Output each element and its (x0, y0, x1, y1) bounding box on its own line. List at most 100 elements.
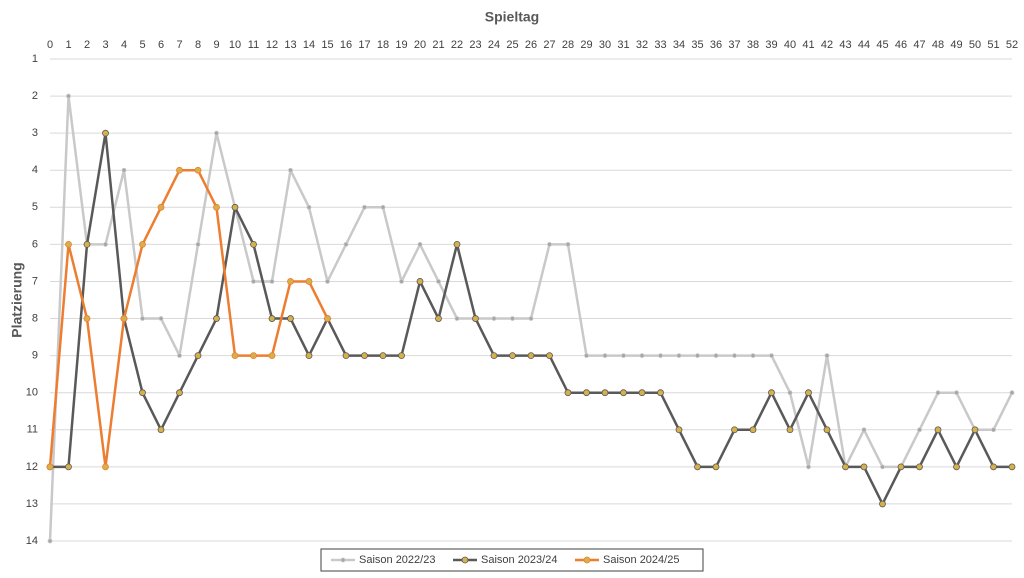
x-tick-label: 46 (895, 39, 907, 51)
legend-marker (340, 557, 346, 563)
y-tick-label: 9 (32, 350, 38, 362)
data-point (546, 352, 553, 360)
x-tick-label: 9 (213, 39, 219, 51)
data-point (1008, 463, 1016, 471)
x-tick-label: 32 (636, 39, 648, 51)
y-tick-label: 14 (26, 535, 38, 547)
data-point (934, 426, 942, 434)
x-tick-label: 43 (839, 39, 851, 51)
data-point (305, 352, 313, 360)
legend-box (320, 548, 704, 572)
x-tick-label: 48 (932, 39, 944, 51)
data-point (454, 316, 460, 321)
data-point (713, 353, 719, 359)
data-point (769, 353, 774, 359)
data-point (768, 389, 775, 397)
data-point (565, 241, 571, 247)
data-point (194, 352, 202, 360)
data-point (676, 353, 682, 359)
x-tick-label: 20 (414, 39, 426, 51)
data-point (399, 279, 404, 284)
data-point (453, 240, 461, 248)
data-point (361, 352, 368, 360)
x-tick-label: 15 (321, 39, 333, 51)
data-point (139, 240, 146, 248)
data-point (231, 352, 239, 360)
x-tick-label: 22 (451, 39, 463, 51)
data-point (416, 278, 424, 285)
y-tick-label: 5 (32, 201, 38, 213)
x-tick-label: 44 (858, 39, 870, 51)
y-tick-label: 6 (32, 238, 38, 250)
y-tick-label: 1 (32, 53, 38, 65)
data-point (639, 353, 645, 359)
x-tick-label: 25 (506, 39, 518, 51)
x-tick-label: 37 (728, 39, 740, 51)
data-point (954, 390, 959, 396)
data-point (176, 166, 183, 174)
x-tick-label: 2 (84, 39, 90, 51)
data-point (268, 315, 276, 322)
x-tick-label: 36 (710, 39, 722, 51)
data-point (694, 463, 701, 471)
x-tick-label: 30 (599, 39, 611, 51)
data-point (213, 203, 220, 211)
data-point (306, 204, 312, 210)
data-point (398, 352, 405, 360)
data-point (250, 240, 257, 248)
x-tick-label: 49 (950, 39, 962, 51)
data-point (65, 463, 72, 471)
data-point (805, 389, 812, 397)
x-tick-label: 3 (102, 39, 108, 51)
x-tick-label: 45 (876, 39, 888, 51)
data-point (620, 389, 627, 397)
x-tick-label: 35 (691, 39, 703, 51)
data-point (194, 166, 202, 174)
y-tick-label: 2 (32, 90, 38, 102)
x-tick-label: 16 (340, 39, 352, 51)
data-point (158, 316, 164, 321)
data-point (269, 279, 275, 284)
x-tick-label: 4 (121, 39, 127, 51)
data-point (435, 315, 442, 322)
data-point (750, 353, 756, 359)
data-point (824, 353, 830, 359)
x-tick-label: 38 (747, 39, 759, 51)
x-tick-label: 41 (802, 39, 814, 51)
data-point (583, 389, 590, 397)
x-tick-label: 21 (432, 39, 444, 51)
data-point (935, 390, 941, 396)
x-tick-label: 7 (176, 39, 182, 51)
x-tick-label: 13 (284, 39, 296, 51)
x-tick-label: 8 (195, 39, 201, 51)
data-point (861, 427, 867, 433)
data-point (823, 426, 831, 434)
data-point (380, 204, 386, 210)
x-tick-label: 5 (139, 39, 145, 51)
data-point (287, 278, 294, 285)
data-point (658, 353, 663, 359)
lines (46, 93, 1016, 544)
data-point (251, 279, 256, 284)
data-point (916, 463, 923, 471)
data-point (917, 427, 922, 433)
data-point (971, 426, 979, 434)
x-tick-label: 34 (673, 39, 685, 51)
data-point (509, 352, 516, 360)
data-point (140, 316, 145, 321)
x-tick-label: 52 (1006, 39, 1018, 51)
data-point (120, 315, 128, 322)
data-point (712, 463, 720, 471)
data-point (46, 463, 54, 471)
x-tick-label: 12 (266, 39, 278, 51)
data-point (990, 463, 997, 471)
data-point (325, 279, 330, 284)
data-point (157, 426, 165, 434)
data-point (953, 463, 960, 471)
data-point (343, 241, 349, 247)
data-point (362, 204, 367, 210)
x-tick-label: 50 (969, 39, 981, 51)
legend-label: Saison 2024/25 (603, 554, 679, 566)
x-tick-label: 40 (784, 39, 796, 51)
series-line (48, 168, 329, 469)
